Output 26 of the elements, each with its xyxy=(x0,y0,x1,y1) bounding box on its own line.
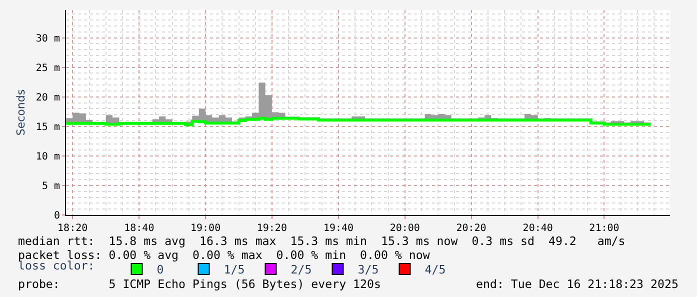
text: packet loss: 0.00 % avg 0.00 % max 0.00 % min 0.00 % now xyxy=(18,248,430,262)
y-tick-label: 30 m xyxy=(36,33,60,44)
x-tick-label: 18:20 xyxy=(58,223,88,234)
x-tick-label: 19:20 xyxy=(256,223,287,234)
x-tick-label: 21:00 xyxy=(589,223,620,234)
x-tick-label: 20:20 xyxy=(456,223,486,234)
y-tick-label: 25 m xyxy=(36,62,60,74)
text: probe: 5 ICMP Echo Pings (56 Bytes) every 120s xyxy=(18,277,381,291)
x-tick-label: 20:40 xyxy=(522,223,553,234)
legend-label: 1/5 xyxy=(224,262,245,277)
x-tick-label: 19:00 xyxy=(190,223,221,234)
x-tick-label: 20:00 xyxy=(390,223,420,234)
y-tick-label: 15 m xyxy=(36,122,60,133)
legend-label: 0 xyxy=(156,262,164,277)
y-axis-title: Seconds xyxy=(14,89,28,136)
y-tick-label: 10 m xyxy=(36,151,60,162)
legend-label: 4/5 xyxy=(424,262,446,277)
x-tick-label: 18:40 xyxy=(124,223,154,234)
x-tick-label: 19:40 xyxy=(323,223,354,234)
text: median rtt: 15.8 ms avg 16.3 ms max 15.3 ms min 15.3 ms now 0.3 ms sd 49.2 am/s xyxy=(18,234,626,248)
y-tick-label: 0 xyxy=(54,210,60,222)
y-tick-label: 5 m xyxy=(42,180,60,192)
legend-label: 2/5 xyxy=(290,262,312,277)
legend-label: 3/5 xyxy=(358,262,379,277)
y-tick-label: 20 m xyxy=(36,92,60,104)
text: end: Tue Dec 16 21:18:23 2025 xyxy=(476,277,678,291)
